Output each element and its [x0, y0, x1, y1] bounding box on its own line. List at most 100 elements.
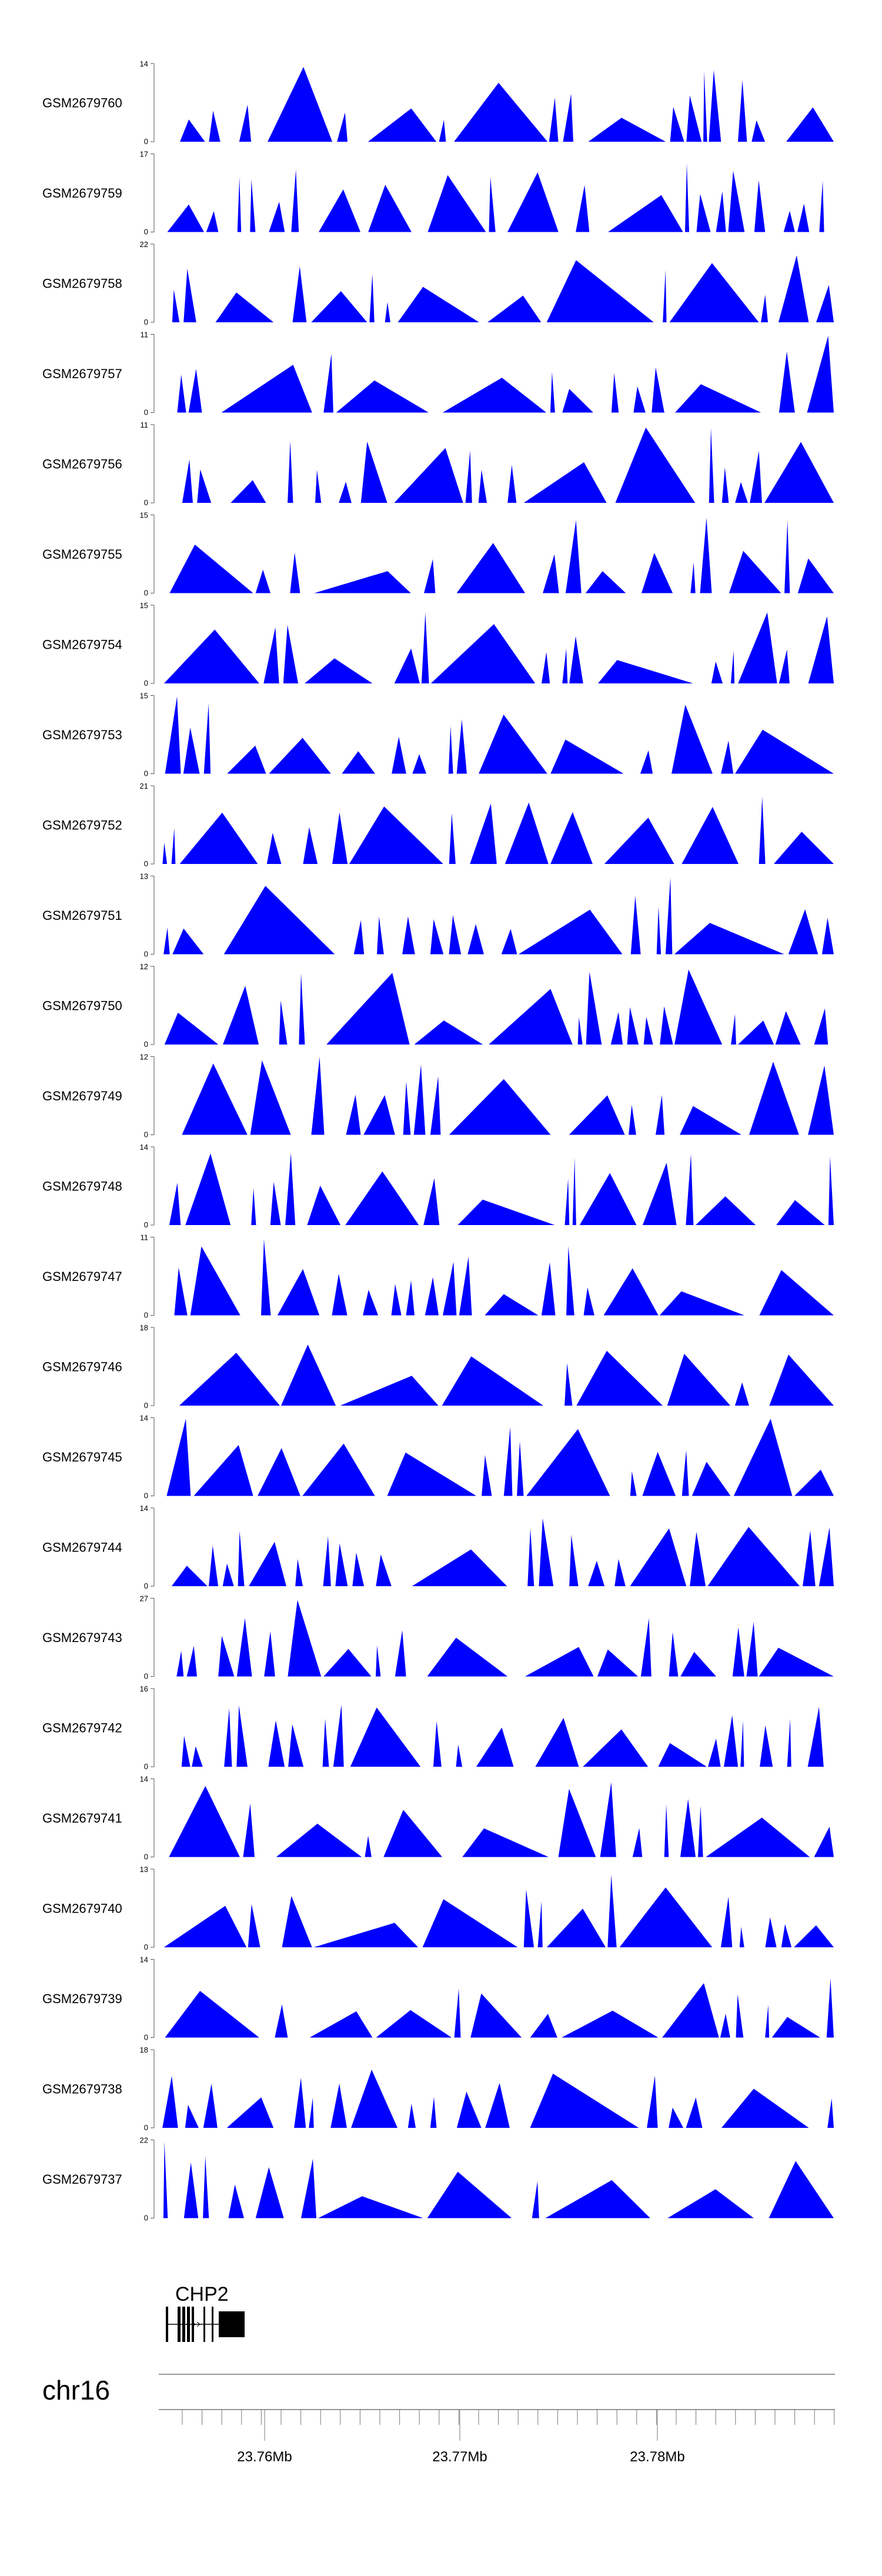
coverage-area [159, 1344, 835, 1406]
track-GSM2679741: GSM2679741 14 0 [42, 1775, 835, 1861]
coverage-area [159, 1978, 835, 2038]
track-label: GSM2679739 [42, 1991, 122, 2006]
track-ymin-label: 0 [144, 1401, 148, 1410]
coverage-area [159, 2141, 835, 2218]
track-ymax-label: 18 [140, 2046, 148, 2054]
coverage-area [159, 612, 835, 683]
track-ymin-label: 0 [144, 1672, 148, 1681]
axis-tick-label: 23.77Mb [432, 2449, 487, 2465]
track-GSM2679746: GSM2679746 18 0 [42, 1323, 835, 1410]
coverage-tracks: GSM2679760140GSM2679759170GSM2679758220G… [42, 59, 835, 2223]
track-ymin-label: 0 [144, 318, 148, 326]
track-label: GSM2679755 [42, 547, 122, 562]
track-label: GSM2679757 [42, 366, 122, 381]
track-ymax-label: 14 [140, 1956, 148, 1964]
track-GSM2679752: GSM2679752 21 0 [42, 782, 835, 868]
track-ymax-label: 12 [140, 962, 148, 971]
track-ymax-label: 15 [140, 692, 148, 700]
track-GSM2679749: GSM2679749 12 0 [42, 1053, 835, 1139]
track-ymax-label: 15 [140, 601, 148, 610]
coverage-area [159, 1600, 835, 1677]
coverage-area [159, 1874, 835, 1947]
track-GSM2679751: GSM2679751 13 0 [42, 872, 835, 959]
track-ymax-label: 22 [140, 240, 148, 249]
coverage-area [159, 969, 835, 1045]
track-ymax-label: 12 [140, 1053, 148, 1062]
track-label: GSM2679745 [42, 1450, 122, 1464]
track-ymax-label: 27 [140, 1594, 148, 1603]
track-label: GSM2679756 [42, 457, 122, 472]
strand-arrow [192, 2321, 196, 2327]
gene-exon [212, 2307, 213, 2342]
gene-exon [182, 2307, 185, 2342]
gene-exon [178, 2307, 181, 2342]
track-GSM2679739: GSM2679739 14 0 [42, 1956, 835, 2042]
track-label: GSM2679746 [42, 1360, 122, 1374]
track-ymax-label: 14 [140, 1143, 148, 1152]
track-label: GSM2679747 [42, 1269, 122, 1284]
track-ymin-label: 0 [144, 589, 148, 598]
track-GSM2679745: GSM2679745 14 0 [42, 1414, 835, 1500]
track-GSM2679760: GSM2679760 14 0 [42, 59, 835, 146]
coverage-area [159, 1239, 835, 1316]
track-label: GSM2679738 [42, 2082, 122, 2097]
track-label: GSM2679744 [42, 1540, 122, 1555]
track-ymin-label: 0 [144, 1311, 148, 1320]
coverage-area [159, 877, 835, 955]
coverage-area [159, 1518, 835, 1586]
genome-axis: 23.76Mb 23.77Mb 23.78Mb [159, 2409, 835, 2465]
track-label: GSM2679758 [42, 276, 122, 291]
gene-exon [203, 2307, 205, 2342]
track-ymin-label: 0 [144, 1581, 148, 1590]
track-ymax-label: 13 [140, 872, 148, 881]
track-GSM2679750: GSM2679750 12 0 [42, 962, 835, 1049]
track-label: GSM2679753 [42, 728, 122, 742]
coverage-area [159, 336, 835, 413]
track-ymin-label: 0 [144, 679, 148, 688]
track-label: GSM2679743 [42, 1630, 122, 1645]
gene-label: CHP2 [175, 2283, 229, 2305]
track-ymax-label: 14 [140, 59, 148, 68]
track-GSM2679755: GSM2679755 15 0 [42, 511, 835, 598]
coverage-area [159, 163, 835, 232]
gene-track: CHP2 [166, 2283, 245, 2342]
track-label: GSM2679740 [42, 1901, 122, 1916]
track-label: GSM2679754 [42, 638, 122, 652]
track-label: GSM2679752 [42, 818, 122, 833]
track-GSM2679756: GSM2679756 11 0 [42, 421, 835, 507]
track-ymax-label: 14 [140, 1775, 148, 1784]
track-ymin-label: 0 [144, 1853, 148, 1861]
track-ymax-label: 13 [140, 1865, 148, 1874]
strand-arrow [196, 2321, 201, 2327]
track-ymin-label: 0 [144, 1762, 148, 1771]
coverage-area [159, 2070, 835, 2128]
track-label: GSM2679750 [42, 999, 122, 1013]
track-ymin-label: 0 [144, 1943, 148, 1951]
track-GSM2679753: GSM2679753 15 0 [42, 692, 835, 778]
track-ymax-label: 14 [140, 1414, 148, 1423]
track-ymin-label: 0 [144, 498, 148, 507]
track-label: GSM2679751 [42, 908, 122, 923]
coverage-area [159, 255, 835, 322]
track-label: GSM2679741 [42, 1811, 122, 1826]
track-GSM2679744: GSM2679744 14 0 [42, 1504, 835, 1590]
coverage-area [159, 428, 835, 503]
coverage-area [159, 696, 835, 774]
coverage-area [159, 1782, 835, 1857]
coverage-area [159, 796, 835, 864]
track-ymax-label: 16 [140, 1684, 148, 1693]
track-GSM2679758: GSM2679758 22 0 [42, 240, 835, 326]
track-GSM2679740: GSM2679740 13 0 [42, 1865, 835, 1951]
chromosome-label: chr16 [42, 2375, 110, 2405]
coverage-area [159, 66, 835, 142]
track-ymin-label: 0 [144, 769, 148, 778]
track-ymin-label: 0 [144, 137, 148, 146]
track-ymax-label: 11 [141, 331, 149, 339]
track-ymin-label: 0 [144, 950, 148, 959]
track-label: GSM2679742 [42, 1721, 122, 1736]
track-label: GSM2679759 [42, 186, 122, 201]
axis-tick-label: 23.76Mb [237, 2449, 292, 2465]
coverage-area [159, 1704, 835, 1767]
track-ymax-label: 21 [140, 782, 148, 790]
